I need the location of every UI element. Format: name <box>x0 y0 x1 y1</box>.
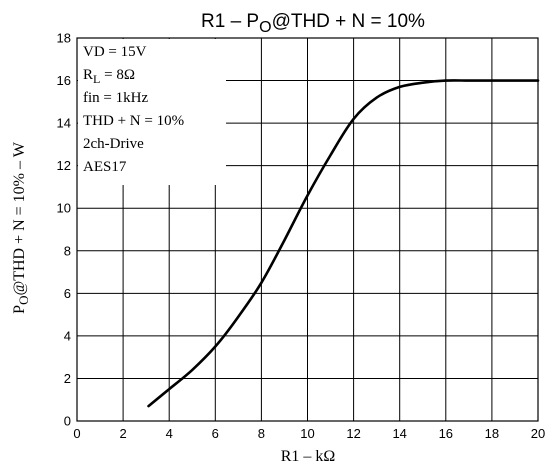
grid <box>77 38 538 421</box>
y-tick-label: 0 <box>64 414 71 429</box>
x-tick-label: 4 <box>166 426 173 441</box>
annotation-line: THD + N = 10% <box>83 113 184 129</box>
chart-title: R1 – PO@THD + N = 10% <box>201 11 425 36</box>
plot-frame <box>76 37 539 422</box>
tick-labels: 0 2 4 6 8 10 12 14 16 18 20 0 2 4 6 8 10 12 14 16 18 <box>57 31 546 442</box>
annotations: VD = 15V RL = 8Ω fin = 1kHz THD + N = 10% 2c… <box>83 44 184 175</box>
annotation-line: AES17 <box>83 159 127 175</box>
y-tick-label: 18 <box>57 31 71 46</box>
x-tick-label: 20 <box>531 426 545 441</box>
x-tick-label: 2 <box>119 426 126 441</box>
x-tick-label: 16 <box>439 426 453 441</box>
annotation-box <box>78 39 226 185</box>
x-tick-label: 0 <box>73 426 80 441</box>
annotation-line: fin = 1kHz <box>83 90 148 106</box>
y-tick-label: 16 <box>57 73 71 88</box>
y-tick-label: 2 <box>64 371 71 386</box>
annotation-line: 2ch-Drive <box>83 136 144 152</box>
x-tick-label: 6 <box>212 426 219 441</box>
y-tick-label: 8 <box>64 243 71 258</box>
x-axis-label: R1 – kΩ <box>281 448 336 465</box>
y-tick-label: 12 <box>57 158 71 173</box>
y-axis-label: PO@THD + N = 10% – W <box>11 141 31 314</box>
y-tick-label: 10 <box>57 201 71 216</box>
x-tick-label: 10 <box>300 426 314 441</box>
x-tick-label: 8 <box>258 426 265 441</box>
series-line <box>147 79 540 408</box>
x-tick-label: 18 <box>485 426 499 441</box>
x-tick-label: 12 <box>346 426 360 441</box>
y-tick-label: 14 <box>57 116 71 131</box>
y-tick-label: 4 <box>64 328 71 343</box>
x-tick-label: 14 <box>392 426 406 441</box>
y-tick-label: 6 <box>64 286 71 301</box>
annotation-line: VD = 15V <box>83 44 147 60</box>
annotation-line: RL = 8Ω <box>83 67 135 86</box>
